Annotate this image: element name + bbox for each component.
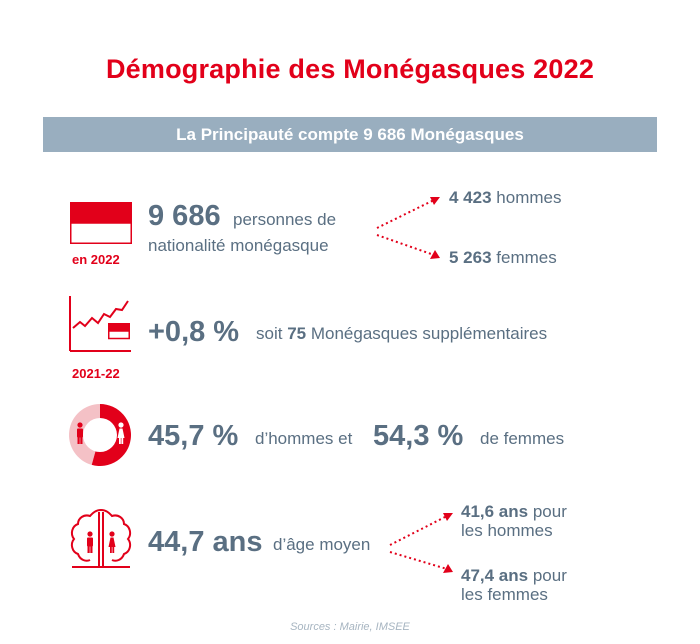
total-text-line2: nationalité monégasque (148, 236, 329, 255)
men-age-label-a: pour (532, 502, 567, 521)
sources-note: Sources : Mairie, IMSEE (290, 621, 410, 633)
women-share-value: 54,3 % (373, 420, 464, 452)
growth-text: soit 75 Monégasques supplémentaires (256, 324, 547, 344)
men-count: 4 423 hommes (449, 188, 561, 208)
men-age: 41,6 ans pour les hommes (461, 502, 567, 540)
woman-figure-icon (117, 422, 125, 444)
total-text-line1: personnes de (233, 210, 337, 229)
growth-chart-flag-icon (69, 296, 131, 352)
page-title: Démographie des Monégasques 2022 (105, 54, 595, 84)
summary-banner: La Principauté compte 9 686 Monégasques (43, 117, 657, 152)
women-age-label-b: les femmes (461, 585, 548, 604)
monaco-flag-icon (70, 202, 132, 244)
men-count-value: 4 423 (449, 188, 492, 207)
women-count: 5 263 femmes (449, 248, 557, 268)
average-age-text: d’âge moyen (273, 535, 371, 554)
year-label: en 2022 (72, 252, 120, 267)
branch-arrows-icon (376, 197, 440, 259)
women-age: 47,4 ans pour les femmes (461, 566, 567, 604)
growth-value: +0,8 % (148, 316, 240, 348)
gender-donut-icon (69, 404, 131, 466)
men-age-label-b: les hommes (461, 521, 553, 540)
women-age-label-a: pour (532, 566, 567, 585)
men-share-value: 45,7 % (148, 420, 239, 452)
men-share-text: d’hommes et (255, 429, 353, 448)
women-age-value: 47,4 ans (461, 566, 529, 585)
average-age-value: 44,7 ans (148, 526, 263, 558)
age-branch-arrows-icon (389, 513, 453, 573)
growth-number: 75 (287, 324, 307, 343)
men-count-label: hommes (496, 188, 562, 207)
growth-text-pre: soit (256, 324, 283, 343)
women-share-text: de femmes (480, 429, 565, 448)
period-label: 2021-22 (72, 366, 120, 381)
women-count-value: 5 263 (449, 248, 492, 267)
women-count-label: femmes (496, 248, 557, 267)
total-number: 9 686 (148, 200, 221, 232)
man-figure-icon (77, 422, 83, 444)
men-age-value: 41,6 ans (461, 502, 529, 521)
tree-family-icon (70, 509, 132, 568)
growth-text-post: Monégasques supplémentaires (310, 324, 548, 343)
